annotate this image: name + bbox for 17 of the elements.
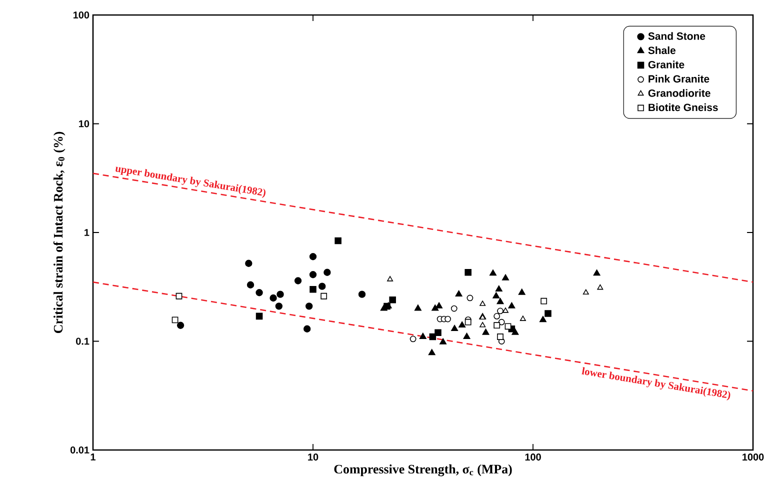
legend-label: Granite bbox=[648, 60, 684, 68]
y-tick-label: 0.1 bbox=[76, 338, 90, 345]
y-tick-label: 1 bbox=[84, 229, 90, 236]
x-tick-label: 1000 bbox=[742, 454, 764, 461]
x-axis-title: Compressive Strength, σ$_{c}$ (MPa) bbox=[334, 464, 512, 476]
legend-label: Pink Granite bbox=[648, 74, 710, 83]
legend-label: Granodiorite bbox=[648, 89, 710, 97]
legend-label: Sand Stone bbox=[648, 32, 706, 40]
y-axis-title: Critical strain of Intact Rock, ε$_{0}$ (%) bbox=[53, 132, 66, 334]
x-tick-label: 10 bbox=[308, 454, 318, 461]
y-tick-label: 10 bbox=[79, 120, 90, 128]
legend-label: Shale bbox=[648, 46, 676, 54]
x-tick-label: 100 bbox=[525, 454, 541, 461]
legend-label: Biotite Gneiss bbox=[648, 103, 718, 112]
y-tick-label: 100 bbox=[73, 11, 90, 19]
x-tick-label: 1 bbox=[90, 454, 96, 460]
y-tick-label: 0.01 bbox=[70, 446, 90, 454]
